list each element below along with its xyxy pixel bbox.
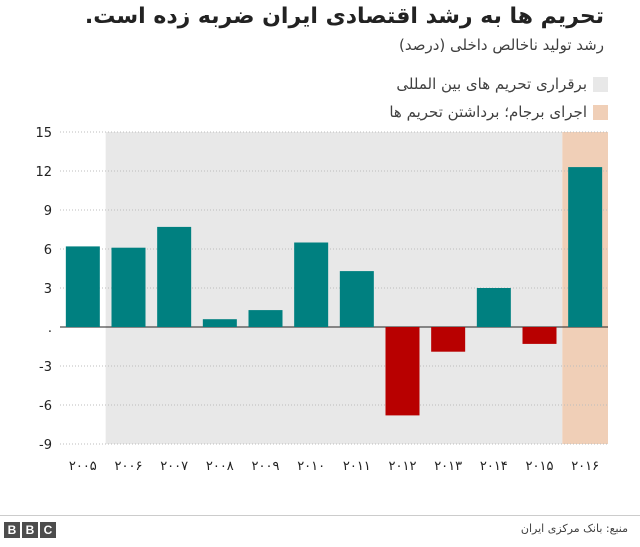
bar-9 bbox=[431, 327, 466, 352]
bar-11 bbox=[522, 327, 557, 344]
x-tick-label-9: ۲۰۱۳ bbox=[434, 459, 462, 474]
y-tick-label-4: 6 bbox=[44, 243, 52, 258]
footer-divider bbox=[0, 515, 640, 516]
x-tick-label-8: ۲۰۱۲ bbox=[389, 459, 417, 474]
y-tick-label-6: . bbox=[48, 321, 52, 336]
y-tick-label-7: -3 bbox=[39, 360, 52, 375]
bar-1 bbox=[65, 246, 100, 327]
x-tick-label-4: ۲۰۰۸ bbox=[206, 459, 234, 474]
y-tick-label-8: -6 bbox=[39, 399, 52, 414]
bbc-logo-letter-2: B bbox=[22, 522, 38, 538]
legend-item-sanctions: برقراری تحریم های بین المللی bbox=[389, 72, 608, 96]
legend-swatch-jcpoa bbox=[593, 104, 608, 120]
bbc-logo-letter-3: C bbox=[40, 522, 56, 538]
bar-8 bbox=[385, 327, 420, 416]
x-tick-label-3: ۲۰۰۷ bbox=[160, 459, 188, 474]
x-tick-label-11: ۲۰۱۵ bbox=[526, 459, 554, 474]
legend-swatch-sanctions bbox=[593, 76, 608, 92]
bar-6 bbox=[294, 242, 329, 327]
legend: برقراری تحریم های بین المللی اجرای برجام… bbox=[389, 72, 608, 128]
y-tick-label-5: 3 bbox=[44, 282, 52, 297]
x-tick-label-1: ۲۰۰۵ bbox=[69, 459, 97, 474]
y-tick-label-9: -9 bbox=[39, 438, 52, 453]
x-tick-label-10: ۲۰۱۴ bbox=[480, 459, 508, 474]
y-tick-label-3: 9 bbox=[44, 204, 52, 219]
bar-12 bbox=[568, 167, 603, 327]
bar-10 bbox=[476, 288, 511, 327]
x-tick-label-2: ۲۰۰۶ bbox=[115, 459, 143, 474]
x-tick-label-12: ۲۰۱۶ bbox=[571, 459, 599, 474]
bbc-logo-letter-1: B bbox=[4, 522, 20, 538]
chart-subtitle: رشد تولید ناخالص داخلی (درصد) bbox=[398, 36, 604, 54]
y-tick-label-2: 12 bbox=[35, 165, 52, 180]
legend-label-sanctions: برقراری تحریم های بین المللی bbox=[396, 75, 587, 93]
bar-7 bbox=[339, 271, 374, 327]
bar-3 bbox=[157, 226, 192, 327]
y-tick-label-1: 15 bbox=[35, 126, 52, 141]
bar-4 bbox=[202, 319, 237, 327]
source-note: منبع: بانک مرکزی ایران bbox=[520, 522, 628, 535]
bar-2 bbox=[111, 247, 146, 327]
legend-label-jcpoa: اجرای برجام؛ برداشتن تحریم ها bbox=[389, 103, 587, 121]
x-tick-label-7: ۲۰۱۱ bbox=[343, 459, 371, 474]
chart-title: تحریم ها به رشد اقتصادی ایران ضربه زده ا… bbox=[84, 4, 604, 29]
bar-chart: 15 12 9 6 3. -3 -6 -9 ۲۰۰۵ ۲۰۰۶ ۲۰۰۷ ۲۰۰۸ ۲۰۰۹ ۲۰۱۰ ۲۰… bbox=[35, 126, 608, 474]
x-tick-label-5: ۲۰۰۹ bbox=[252, 459, 280, 474]
bar-5 bbox=[248, 310, 283, 327]
legend-item-jcpoa: اجرای برجام؛ برداشتن تحریم ها bbox=[389, 100, 608, 124]
x-tick-label-6: ۲۰۱۰ bbox=[297, 459, 325, 474]
bbc-logo: B B C bbox=[4, 522, 56, 538]
